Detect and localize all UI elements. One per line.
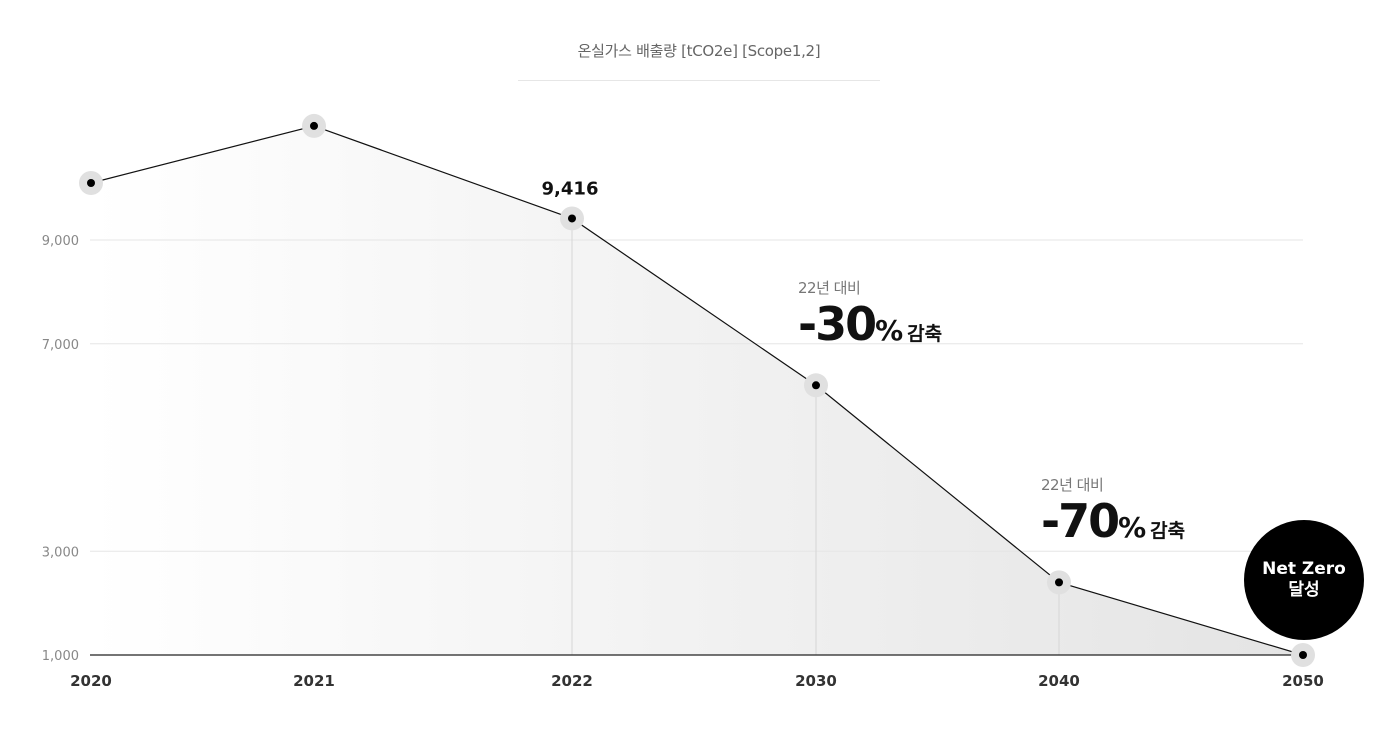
y-tick-label: 7,000: [42, 338, 79, 353]
annotation-value: -30: [798, 297, 877, 352]
annotation-2030: 22년 대비 -30% 감축: [798, 277, 942, 348]
title-divider: [518, 80, 880, 81]
badge-line2: 달성: [1288, 580, 1320, 600]
net-zero-badge: Net Zero 달성: [1244, 520, 1364, 640]
data-point: [1299, 651, 1307, 659]
x-tick-label: 2021: [293, 672, 335, 690]
y-tick-label: 1,000: [42, 649, 79, 664]
series-line: [90, 125, 1304, 656]
x-tick-label: 2020: [70, 672, 112, 690]
y-tick-label: 9,000: [42, 234, 79, 249]
annotation-unit: %: [1118, 511, 1147, 545]
area-fill: [91, 125, 1303, 656]
badge-line1: Net Zero: [1262, 559, 1346, 579]
annotation-value: -70: [1041, 494, 1120, 549]
annotation-sub: 22년 대비: [1041, 476, 1104, 495]
x-tick-label: 2040: [1038, 672, 1080, 690]
x-tick-label: 2030: [795, 672, 837, 690]
annotation-sub: 22년 대비: [798, 279, 861, 298]
data-point: [1055, 578, 1063, 587]
x-tick-label: 2022: [551, 672, 593, 690]
y-tick-label: 3,000: [42, 545, 79, 560]
annotation-2040: 22년 대비 -70% 감축: [1041, 474, 1185, 545]
data-point: [310, 121, 318, 130]
data-point: [568, 214, 576, 223]
data-label: 9,416: [542, 178, 599, 199]
x-tick-label: 2050: [1282, 672, 1324, 690]
data-point: [87, 178, 95, 187]
annotation-word: 감축: [907, 323, 943, 346]
chart-title: 온실가스 배출량 [tCO2e] [Scope1,2]: [577, 42, 821, 60]
annotation-word: 감축: [1150, 520, 1186, 543]
data-point: [812, 381, 820, 390]
annotation-unit: %: [875, 314, 904, 348]
